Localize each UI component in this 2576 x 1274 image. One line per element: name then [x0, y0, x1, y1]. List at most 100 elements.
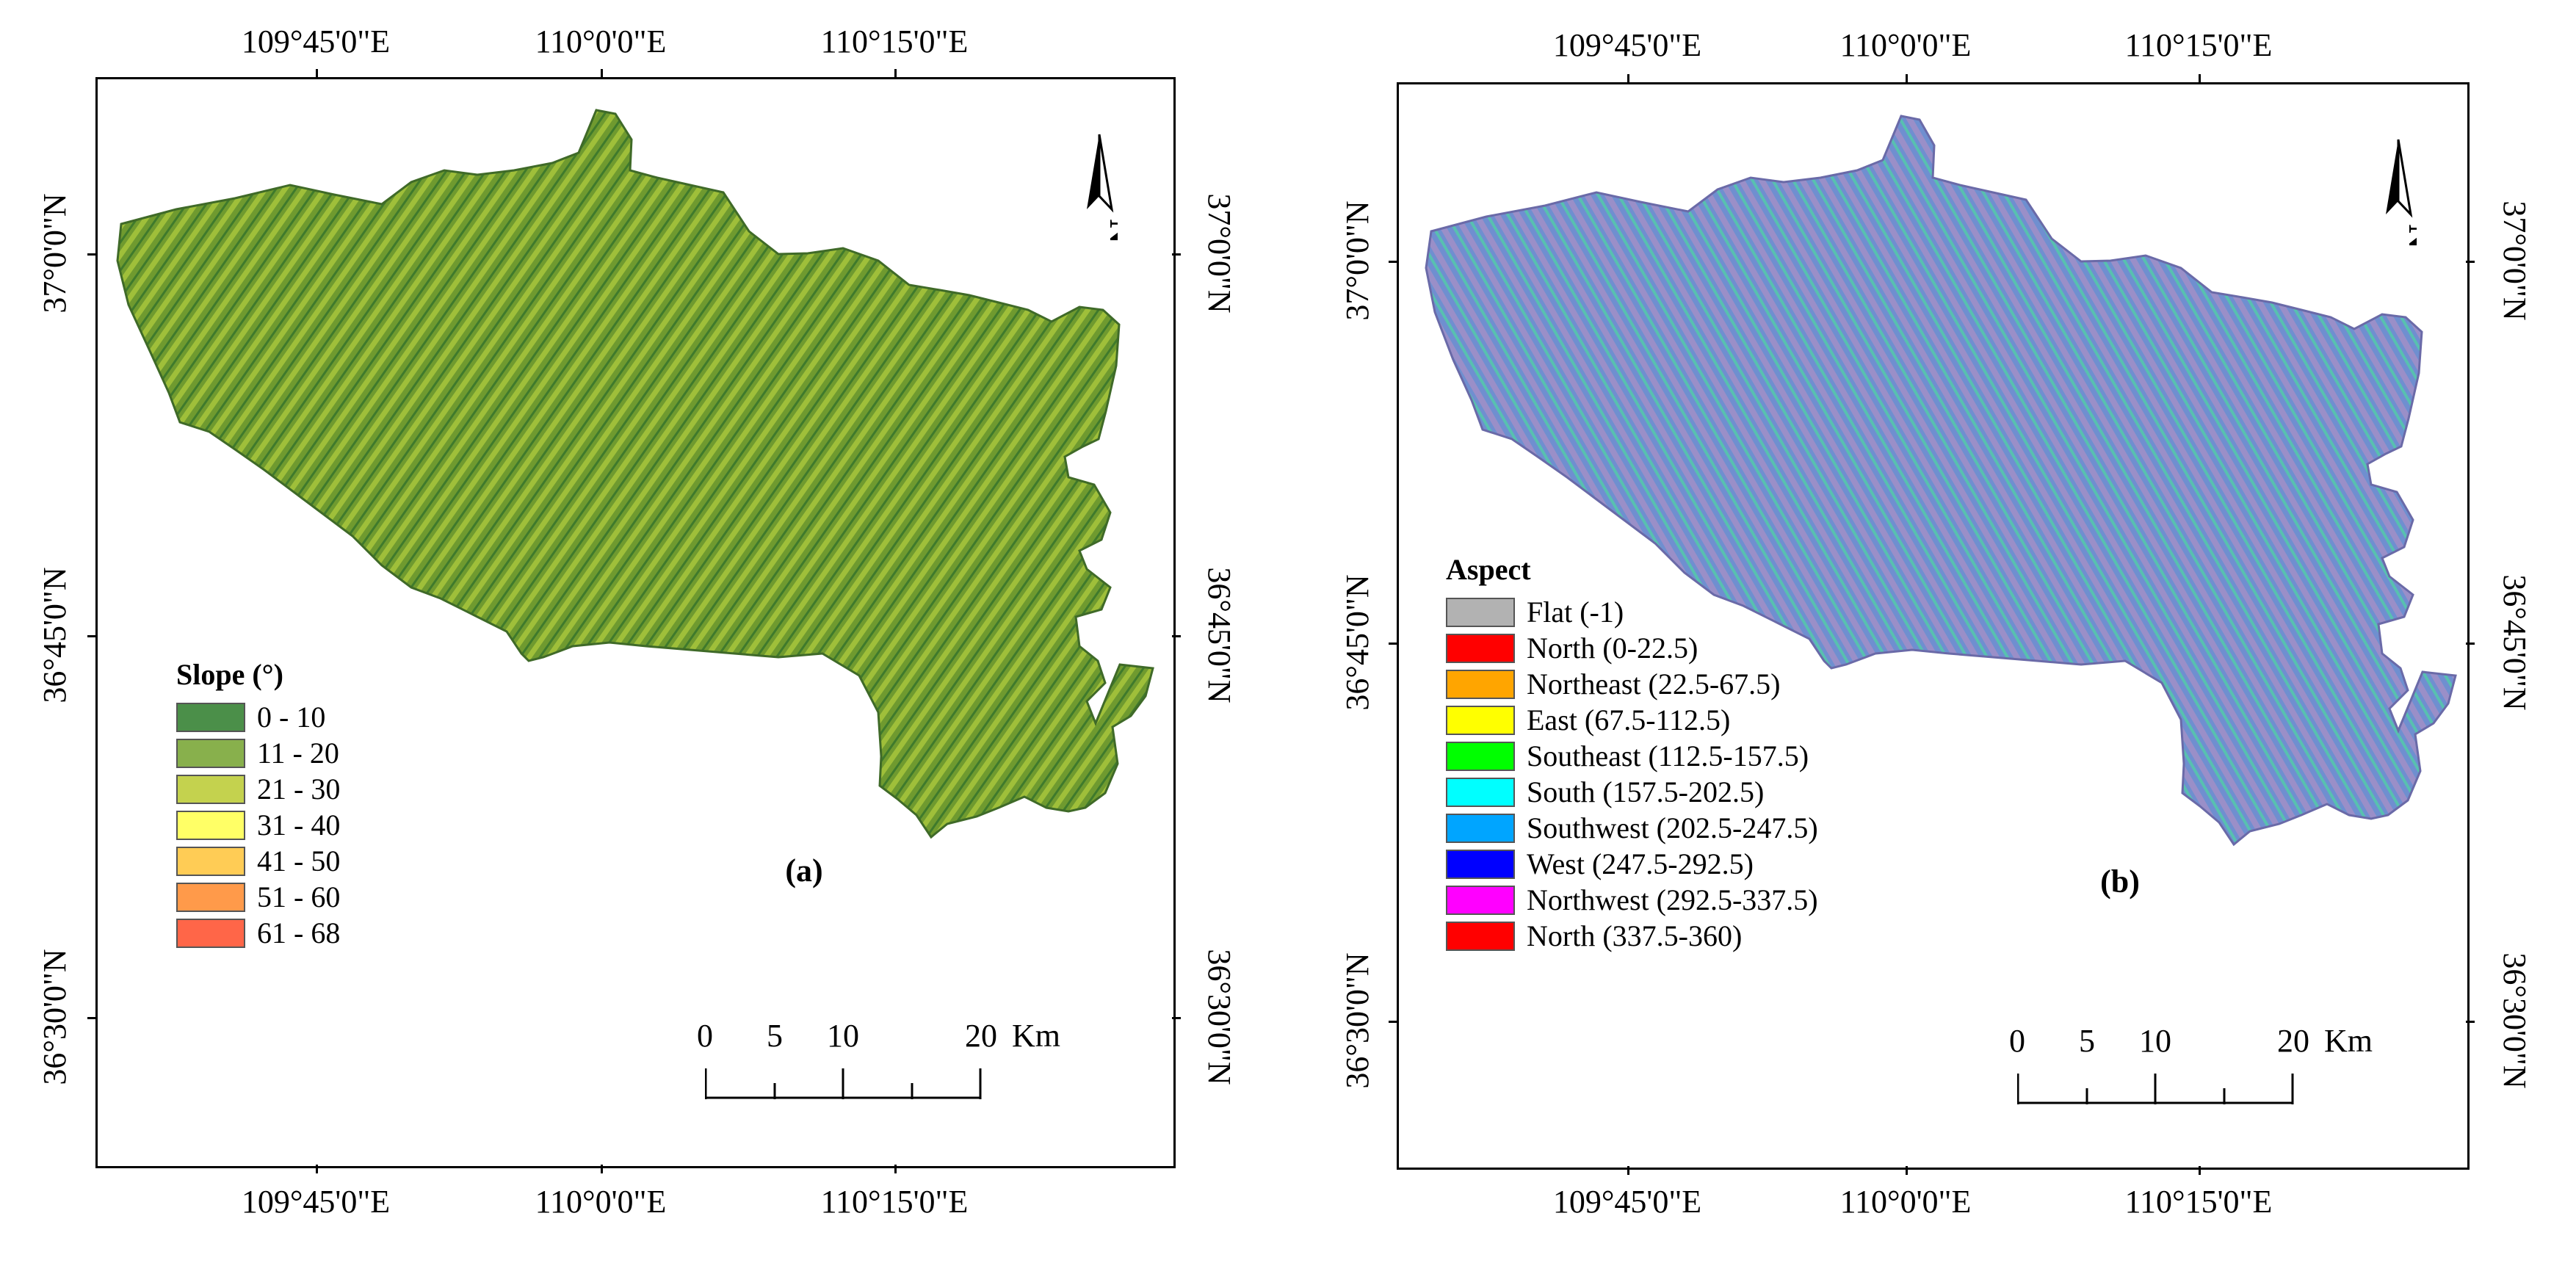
legend-swatch — [176, 738, 245, 768]
legend-item: 61 - 68 — [176, 915, 340, 951]
legend-label: 61 - 68 — [257, 916, 341, 949]
legend-label: North (0-22.5) — [1527, 631, 1698, 665]
legend-swatch — [1446, 813, 1515, 843]
legend-item: Northwest (292.5-337.5) — [1446, 882, 1818, 918]
slope-map — [116, 109, 1154, 839]
graticule-tick — [2199, 1166, 2201, 1175]
legend-title: Aspect — [1446, 553, 1531, 586]
legend-label: Northwest (292.5-337.5) — [1527, 883, 1818, 916]
legend-item: 31 - 40 — [176, 807, 340, 843]
graticule-tick — [2466, 261, 2475, 263]
graticule-tick — [1172, 253, 1181, 256]
legend-swatch — [176, 774, 245, 804]
legend-title: Slope (°) — [176, 658, 283, 691]
top-longitude-label: 110°15'0"E — [820, 23, 969, 59]
graticule-tick — [87, 635, 96, 637]
scale-tick-label: 20 — [965, 1018, 997, 1054]
scale-tick-label: 0 — [2009, 1023, 2025, 1059]
legend-item: Northeast (22.5-67.5) — [1446, 666, 1818, 702]
legend-swatch — [1446, 597, 1515, 627]
bottom-longitude-label: 109°45'0"E — [1552, 1184, 1702, 1220]
scale-tick-label: 0 — [697, 1018, 713, 1054]
graticule-tick — [87, 1017, 96, 1019]
graticule-tick — [1389, 643, 1397, 645]
graticule-tick — [2199, 74, 2201, 83]
legend-swatch — [176, 810, 245, 840]
graticule-tick — [2466, 1021, 2475, 1023]
graticule-tick — [87, 253, 96, 256]
legend-label: 0 - 10 — [257, 701, 326, 734]
study-area-region — [116, 109, 1154, 839]
legend-swatch — [176, 918, 245, 948]
graticule-tick — [1389, 261, 1397, 263]
scale-bar-line — [2017, 1074, 2294, 1104]
scale-tick-label: 5 — [767, 1018, 783, 1054]
scale-bar: 0 5 10 20 Km — [2009, 1022, 2373, 1110]
legend-item: Flat (-1) — [1446, 594, 1818, 630]
graticule-tick — [1906, 1166, 1908, 1175]
north-arrow: N — [2386, 139, 2417, 249]
graticule-tick — [1389, 1021, 1397, 1023]
graticule-tick — [894, 69, 897, 78]
graticule-tick — [1627, 74, 1629, 83]
legend-swatch — [176, 702, 245, 732]
scale-tick-label: 20 — [2277, 1023, 2309, 1059]
study-area-region — [1425, 115, 2457, 847]
panel-label: (a) — [785, 853, 823, 888]
graticule-tick — [894, 1165, 897, 1173]
graticule-tick — [601, 69, 603, 78]
legend-swatch — [1446, 849, 1515, 879]
legend-item: 11 - 20 — [176, 735, 340, 771]
legend-label: Southeast (112.5-157.5) — [1527, 739, 1809, 772]
graticule-tick — [1172, 635, 1181, 637]
legend-label: Northeast (22.5-67.5) — [1527, 667, 1781, 701]
legend-swatch — [176, 846, 245, 876]
bottom-longitude-label: 110°0'0"E — [535, 1184, 667, 1220]
legend-item: North (337.5-360) — [1446, 918, 1818, 954]
legend-item: 51 - 60 — [176, 879, 340, 915]
panel-a: 109°45'0"E 110°0'0"E 110°15'0"E 109°45'0… — [37, 23, 1237, 1220]
legend-label: 11 - 20 — [257, 736, 339, 770]
legend-swatch — [176, 882, 245, 912]
legend-swatch — [1446, 777, 1515, 807]
top-longitude-label: 110°0'0"E — [535, 23, 667, 59]
legend-label: 41 - 50 — [257, 844, 341, 877]
legend-item: 21 - 30 — [176, 771, 340, 807]
scale-unit: Km — [1012, 1018, 1060, 1054]
legend-label: 31 - 40 — [257, 808, 341, 842]
graticule-tick — [601, 1165, 603, 1173]
legend-label: Southwest (202.5-247.5) — [1527, 811, 1818, 844]
legend-item: Southeast (112.5-157.5) — [1446, 738, 1818, 774]
legend-swatch — [1446, 633, 1515, 663]
legend-swatch — [1446, 705, 1515, 735]
aspect-legend: Aspect Flat (-1) North (0-22.5) Northeas… — [1446, 552, 1818, 954]
legend-swatch — [1446, 921, 1515, 951]
legend-item: North (0-22.5) — [1446, 630, 1818, 666]
scale-unit: Km — [2324, 1023, 2373, 1059]
scale-tick-label: 10 — [2139, 1023, 2171, 1059]
legend-item: East (67.5-112.5) — [1446, 702, 1818, 738]
top-longitude-label: 109°45'0"E — [1552, 27, 1702, 63]
legend-label: 21 - 30 — [257, 772, 341, 806]
legend-item: Southwest (202.5-247.5) — [1446, 810, 1818, 846]
graticule-tick — [1906, 74, 1908, 83]
graticule-tick — [316, 1165, 318, 1173]
legend-item: 41 - 50 — [176, 843, 340, 879]
legend-label: North (337.5-360) — [1527, 919, 1743, 952]
top-longitude-label: 109°45'0"E — [241, 23, 391, 59]
panel-b: 109°45'0"E 110°0'0"E 110°15'0"E 109°45'0… — [1288, 0, 2576, 1274]
legend-swatch — [1446, 669, 1515, 699]
aspect-map — [1425, 115, 2457, 847]
legend-label: 51 - 60 — [257, 880, 341, 913]
scale-tick-label: 5 — [2079, 1023, 2095, 1059]
graticule-tick — [1172, 1017, 1181, 1019]
scale-bar-line — [705, 1068, 982, 1099]
panel-label: (b) — [2100, 864, 2140, 900]
graticule-tick — [2466, 643, 2475, 645]
bottom-longitude-label: 110°15'0"E — [2124, 1184, 2273, 1220]
graticule-tick — [316, 69, 318, 78]
bottom-longitude-label: 110°0'0"E — [1839, 1184, 1972, 1220]
legend-swatch — [1446, 885, 1515, 915]
north-letter: N — [2402, 224, 2417, 248]
legend-item: 0 - 10 — [176, 699, 340, 735]
